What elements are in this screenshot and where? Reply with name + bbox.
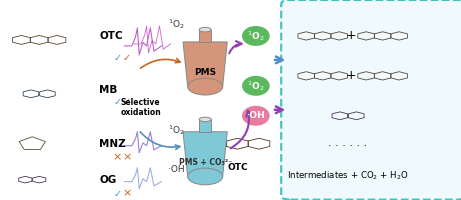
Ellipse shape (199, 27, 211, 32)
Polygon shape (183, 42, 227, 87)
Text: $^1$O$_2$: $^1$O$_2$ (168, 123, 185, 137)
Text: $^1$O$_2$: $^1$O$_2$ (247, 79, 265, 93)
FancyArrowPatch shape (230, 111, 252, 148)
Text: Intermediates + CO$_2$ + H$_2$O: Intermediates + CO$_2$ + H$_2$O (287, 169, 409, 182)
FancyBboxPatch shape (281, 0, 461, 200)
Text: OG: OG (99, 175, 116, 185)
FancyArrowPatch shape (141, 59, 180, 68)
Ellipse shape (188, 168, 223, 185)
Text: MNZ: MNZ (99, 139, 126, 149)
Text: Selective
oxidation: Selective oxidation (120, 98, 161, 117)
Text: ·OH: ·OH (247, 111, 265, 120)
Text: ✓: ✓ (113, 97, 122, 107)
Text: ✓: ✓ (113, 189, 122, 199)
Text: OTC: OTC (99, 31, 123, 41)
Ellipse shape (199, 117, 211, 122)
Polygon shape (199, 119, 211, 132)
Text: ✓: ✓ (113, 53, 122, 63)
Text: +: + (346, 69, 357, 82)
Ellipse shape (242, 26, 270, 46)
Text: ×: × (113, 153, 122, 163)
FancyArrowPatch shape (140, 132, 180, 149)
Text: PMS: PMS (194, 68, 216, 77)
Text: OTC: OTC (227, 163, 248, 172)
Text: +: + (346, 29, 357, 42)
Text: PMS + CO₃²⁻: PMS + CO₃²⁻ (178, 158, 232, 167)
Text: ×: × (122, 189, 131, 199)
FancyArrowPatch shape (275, 57, 283, 63)
Text: · · · · · ·: · · · · · · (328, 141, 368, 151)
Text: ×: × (122, 153, 131, 163)
Polygon shape (199, 30, 211, 42)
Text: ·OH: ·OH (168, 165, 185, 174)
FancyArrowPatch shape (229, 41, 242, 53)
FancyArrowPatch shape (275, 106, 283, 113)
Ellipse shape (242, 106, 270, 126)
Text: ✓: ✓ (123, 53, 131, 63)
Ellipse shape (188, 78, 223, 95)
Ellipse shape (242, 76, 270, 96)
Text: $^1$O$_2$: $^1$O$_2$ (247, 29, 265, 43)
Polygon shape (183, 132, 227, 176)
Text: $^1$O$_2$: $^1$O$_2$ (168, 17, 185, 31)
Text: MB: MB (99, 85, 118, 95)
Text: ✓: ✓ (123, 97, 131, 107)
